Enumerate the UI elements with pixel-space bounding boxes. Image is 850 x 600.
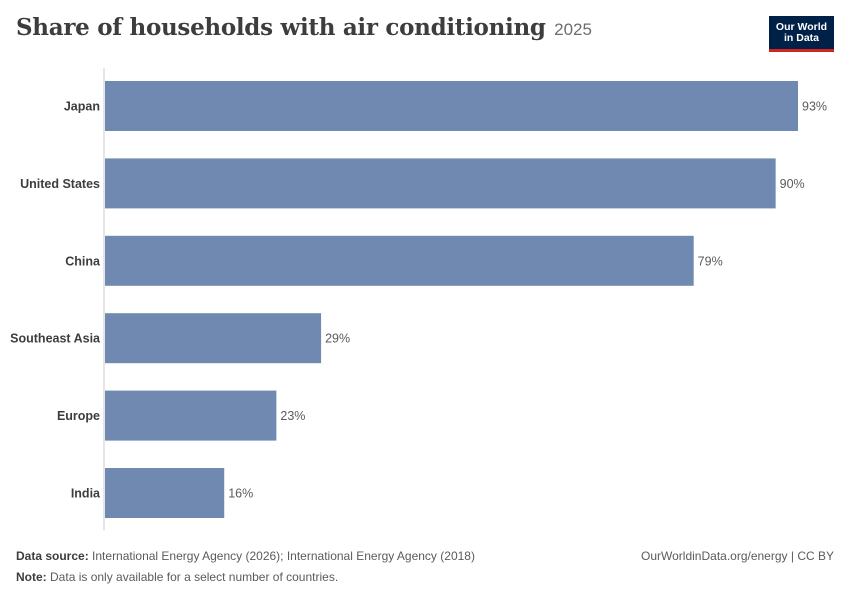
value-label: 29%	[325, 332, 350, 346]
data-source-text[interactable]: International Energy Agency (2026); Inte…	[92, 549, 475, 563]
bar-japan[interactable]	[105, 81, 798, 131]
value-label: 93%	[802, 100, 827, 114]
category-label: Europe	[57, 409, 100, 423]
chart-year: 2025	[554, 20, 592, 39]
chart-header: Share of households with air conditionin…	[16, 14, 592, 41]
chart-title: Share of households with air conditionin…	[16, 14, 546, 41]
logo-line-1: Our World	[775, 20, 828, 33]
value-label: 79%	[698, 254, 723, 268]
value-label: 90%	[780, 177, 805, 191]
category-label: China	[65, 254, 101, 268]
owid-logo[interactable]: Our World in Data	[769, 16, 834, 52]
value-label: 16%	[228, 487, 253, 501]
category-label: India	[71, 487, 101, 501]
bar-india[interactable]	[105, 468, 225, 518]
bar-chart: Japan 93% United States 90% China 79% Southeas…	[10, 68, 827, 530]
bar-united-states[interactable]	[105, 158, 776, 209]
category-label: Southeast Asia	[10, 332, 101, 346]
note-label: Note:	[16, 570, 47, 584]
note-text: Data is only available for a select numb…	[50, 570, 339, 584]
bar-southeast-asia[interactable]	[105, 313, 322, 364]
bar-europe[interactable]	[105, 390, 277, 441]
data-source-label: Data source:	[16, 549, 89, 563]
logo-line-2: in Data	[783, 31, 819, 44]
bar-china[interactable]	[105, 235, 694, 286]
category-label: United States	[20, 177, 100, 191]
value-label: 23%	[280, 409, 305, 423]
category-label: Japan	[64, 100, 100, 114]
chart-note: Note: Data is only available for a selec…	[16, 570, 338, 584]
data-source: Data source: International Energy Agency…	[16, 549, 475, 563]
credit-link[interactable]: OurWorldinData.org/energy | CC BY	[641, 549, 834, 563]
